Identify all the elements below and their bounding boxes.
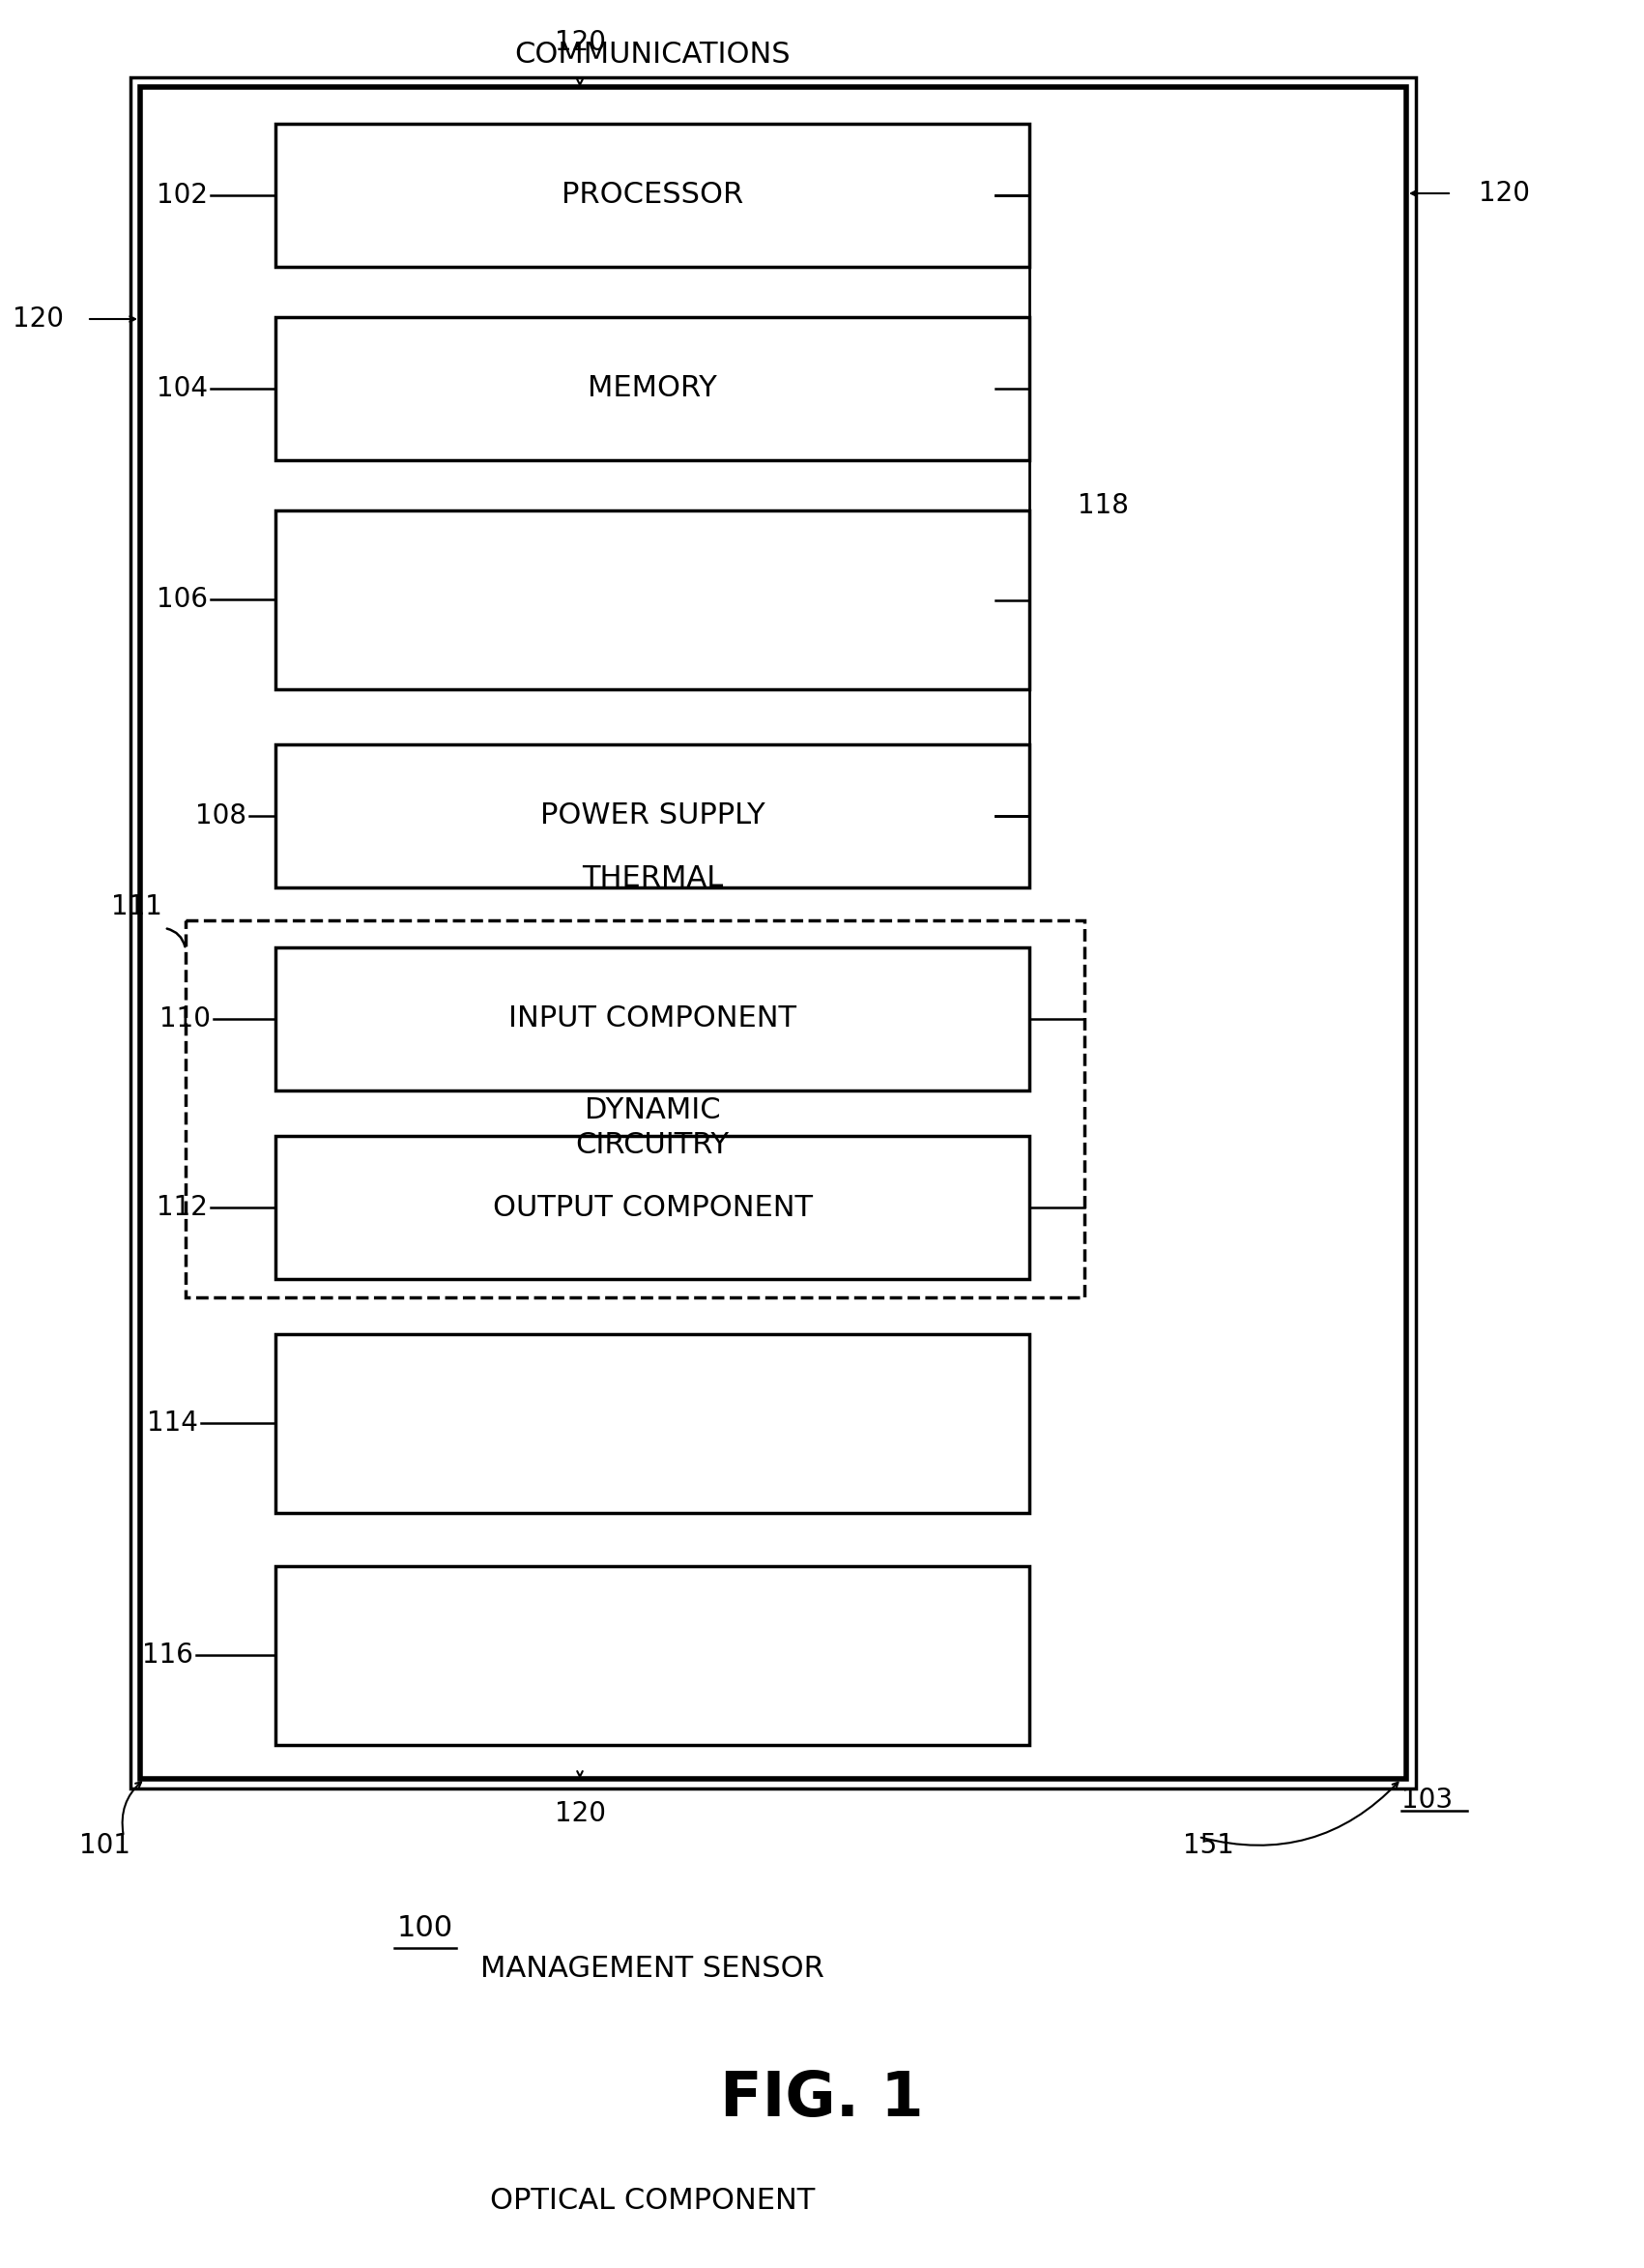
Text: 102: 102 xyxy=(156,181,207,209)
Bar xyxy=(276,1567,1029,1744)
Text: DYNAMIC: DYNAMIC xyxy=(584,1095,720,1125)
Bar xyxy=(276,744,1029,887)
Text: 120: 120 xyxy=(1478,179,1531,206)
Text: 118: 118 xyxy=(1077,492,1129,519)
Bar xyxy=(276,1136,1029,1279)
Text: 100: 100 xyxy=(398,1914,454,1941)
Bar xyxy=(130,77,1415,1789)
Text: 106: 106 xyxy=(156,585,207,612)
Text: POWER SUPPLY: POWER SUPPLY xyxy=(539,803,764,830)
Text: THERMAL: THERMAL xyxy=(582,864,723,891)
Bar xyxy=(140,86,1406,1778)
Text: 120: 120 xyxy=(13,306,64,333)
Text: 114: 114 xyxy=(146,1408,199,1436)
Text: PROCESSOR: PROCESSOR xyxy=(561,181,743,209)
Text: 101: 101 xyxy=(79,1833,130,1860)
Text: 110: 110 xyxy=(159,1005,210,1032)
Text: 108: 108 xyxy=(196,803,247,830)
Text: 151: 151 xyxy=(1182,1833,1233,1860)
Text: OUTPUT COMPONENT: OUTPUT COMPONENT xyxy=(493,1193,812,1222)
Text: 112: 112 xyxy=(156,1193,207,1220)
Text: 120: 120 xyxy=(554,29,605,57)
Bar xyxy=(276,318,1029,460)
Text: OPTICAL COMPONENT: OPTICAL COMPONENT xyxy=(490,2186,815,2216)
Text: FIG. 1: FIG. 1 xyxy=(720,2068,924,2130)
Text: MANAGEMENT SENSOR: MANAGEMENT SENSOR xyxy=(480,1955,824,1982)
Text: 111: 111 xyxy=(112,894,163,921)
Bar xyxy=(186,921,1085,1297)
Text: 104: 104 xyxy=(156,374,207,401)
Text: 103: 103 xyxy=(1401,1787,1453,1814)
Bar xyxy=(276,125,1029,268)
Text: CIRCUITRY: CIRCUITRY xyxy=(575,1132,730,1159)
Text: MEMORY: MEMORY xyxy=(589,374,717,404)
Text: 120: 120 xyxy=(554,1801,605,1828)
Text: INPUT COMPONENT: INPUT COMPONENT xyxy=(508,1005,796,1032)
Bar xyxy=(276,948,1029,1091)
Bar xyxy=(276,1334,1029,1513)
Text: COMMUNICATIONS: COMMUNICATIONS xyxy=(515,41,791,68)
Text: 116: 116 xyxy=(141,1642,194,1669)
Bar xyxy=(276,510,1029,689)
